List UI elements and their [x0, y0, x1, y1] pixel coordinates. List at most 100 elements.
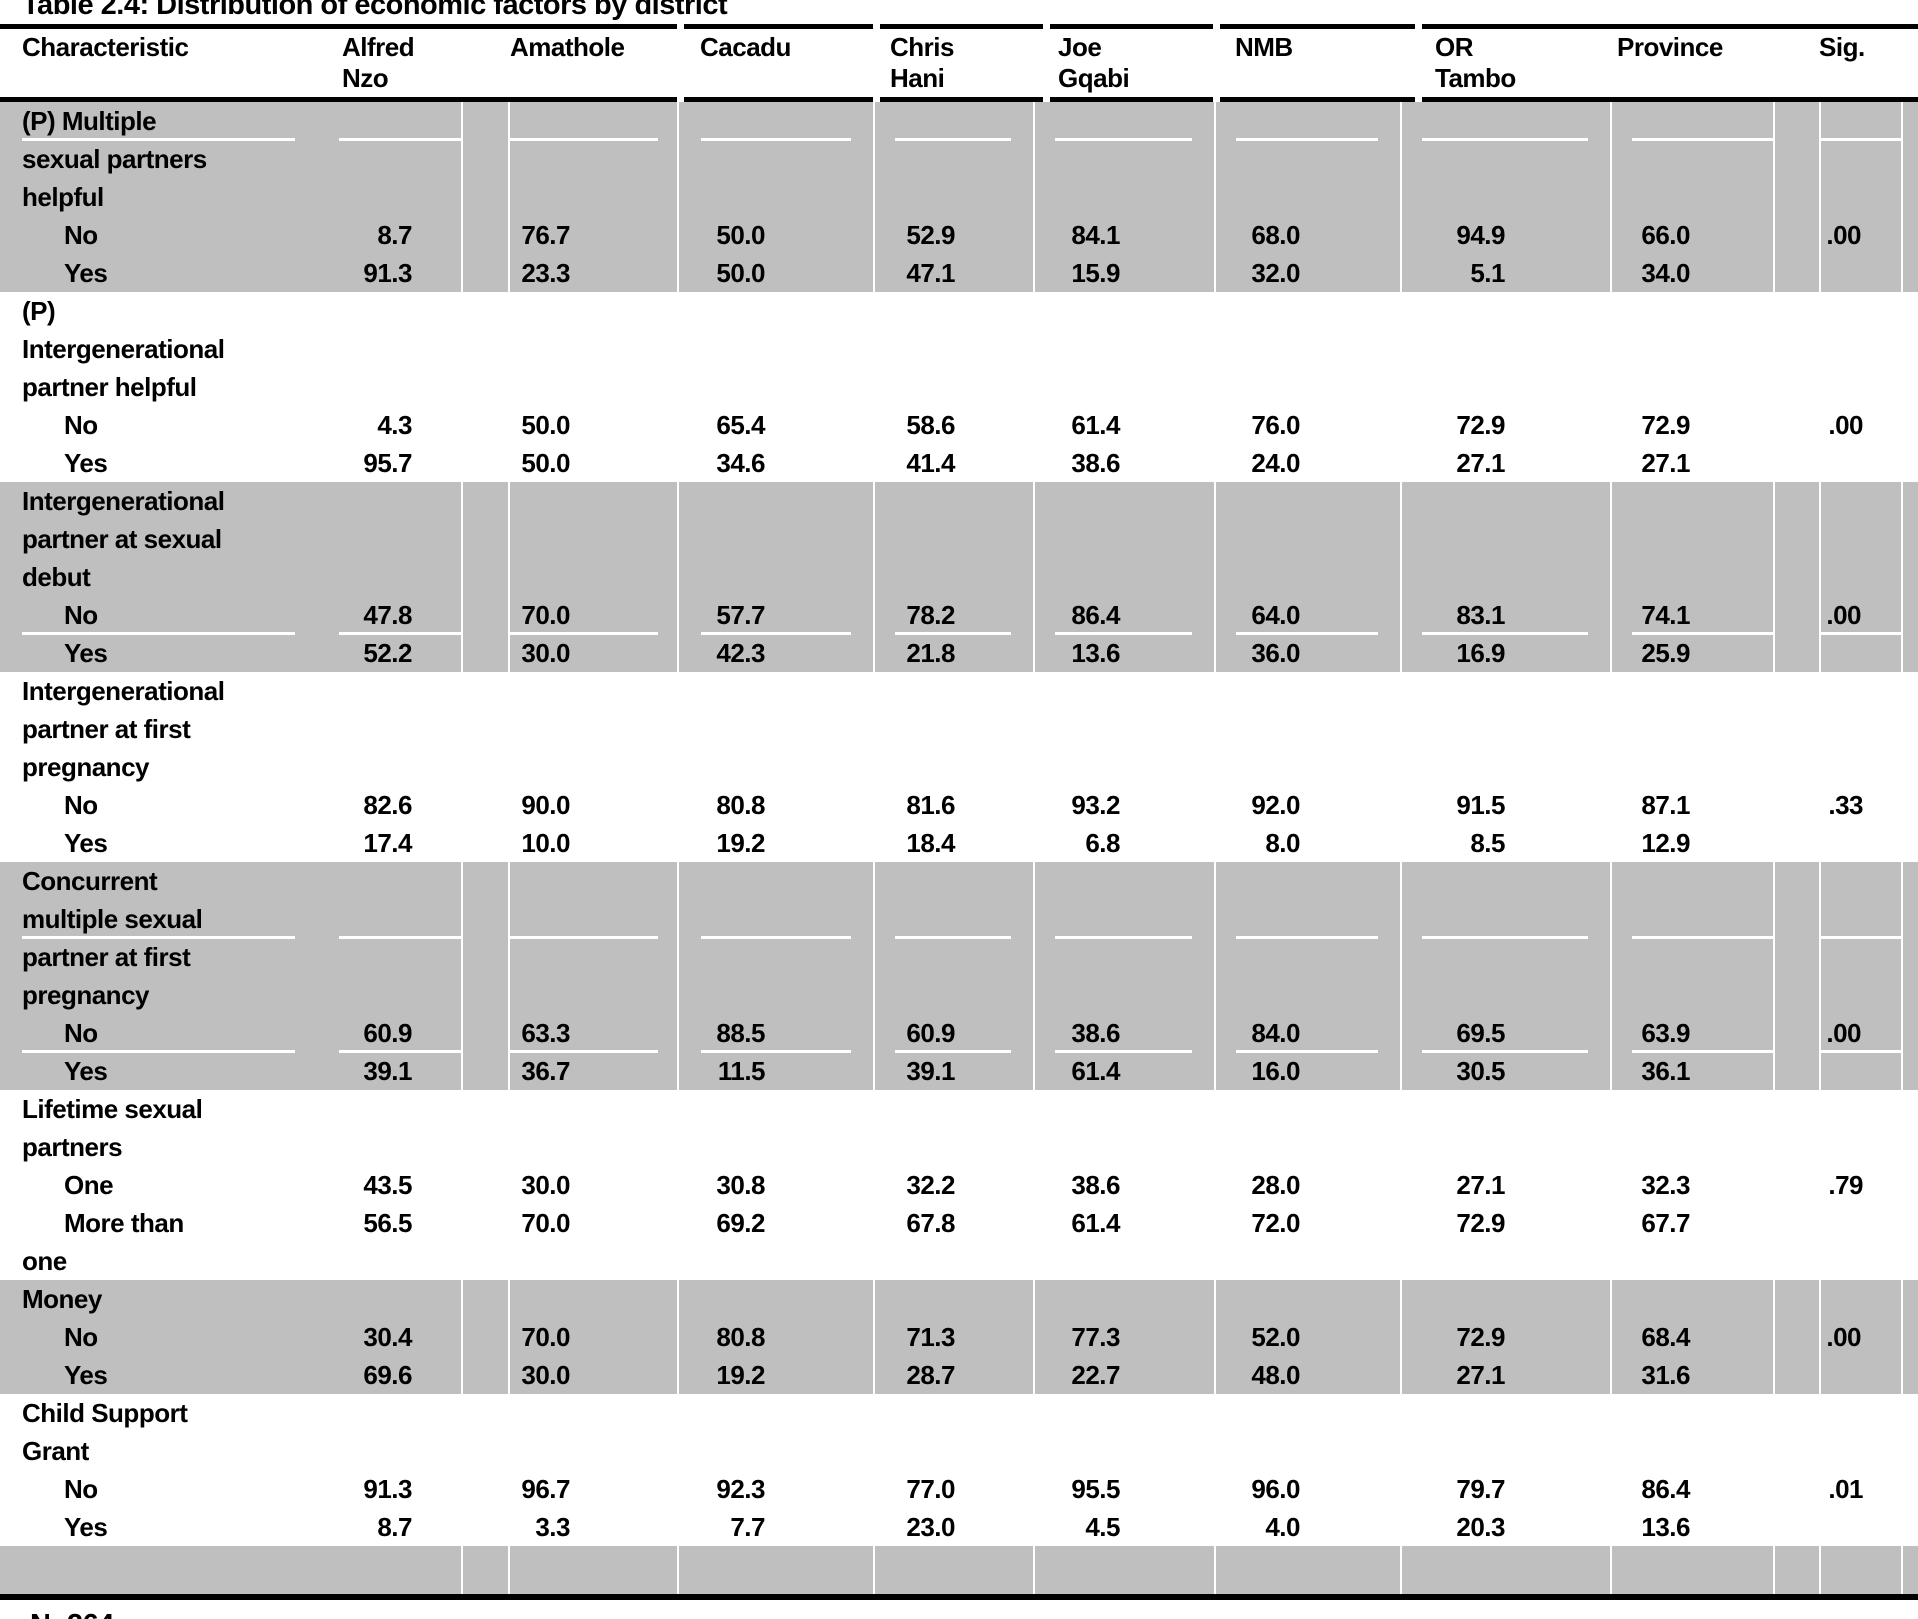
cell: [461, 1280, 508, 1318]
section-label-line: Grant: [22, 1436, 89, 1466]
cell: [1214, 482, 1400, 520]
cell: [1773, 140, 1819, 178]
cell: [1773, 1356, 1819, 1394]
cell: [1033, 1242, 1214, 1280]
cell: [873, 938, 1033, 976]
cell: [335, 102, 461, 140]
cell: [1773, 634, 1819, 672]
cell: [508, 1546, 677, 1594]
cell: [1773, 1090, 1819, 1128]
empty-band: [0, 1546, 1918, 1594]
cell: [1903, 824, 1918, 862]
data-cell: 11.5: [677, 1052, 873, 1090]
cell: [1773, 1432, 1819, 1470]
data-cell: 72.9: [1400, 1318, 1610, 1356]
cell: [1214, 1394, 1400, 1432]
cell: [1819, 1394, 1903, 1432]
data-cell: 28.0: [1251, 1170, 1300, 1200]
data-cell: 23.0: [906, 1512, 955, 1542]
data-cell: 70.0: [508, 596, 677, 634]
data-cell: 8.5: [1470, 828, 1505, 858]
sig-value: .33: [1828, 790, 1863, 820]
cell: [1033, 482, 1214, 520]
data-cell: 30.0: [521, 1170, 570, 1200]
data-cell: 80.8: [716, 790, 765, 820]
data-cell: 27.1: [1400, 1356, 1610, 1394]
cell: [677, 1546, 873, 1594]
data-cell: 43.5: [363, 1170, 412, 1200]
cell: [461, 786, 508, 824]
data-cell: 30.8: [716, 1170, 765, 1200]
cell: [677, 482, 873, 520]
column-header-nmb: NMB: [1235, 32, 1293, 62]
cell: [461, 558, 508, 596]
cell: [1773, 102, 1819, 140]
cell: [1773, 292, 1819, 330]
cell: [508, 1394, 677, 1432]
cell: [1610, 482, 1773, 520]
cell: [1610, 1394, 1773, 1432]
cell: [1400, 330, 1610, 368]
cell: [1214, 748, 1400, 786]
cell: [508, 672, 677, 710]
cell-rule: [701, 632, 851, 635]
data-cell: 84.1: [1033, 216, 1214, 254]
cell: [1214, 976, 1400, 1014]
data-cell: 39.1: [363, 1056, 412, 1086]
cell: [1903, 1356, 1918, 1394]
cell: [677, 938, 873, 976]
cell: [1773, 444, 1819, 482]
cell: [1400, 520, 1610, 558]
cell: [1773, 596, 1819, 634]
data-cell: 69.5: [1400, 1014, 1610, 1052]
data-cell: 72.9: [1641, 410, 1690, 440]
section-label-line: debut: [22, 562, 91, 592]
cell: [1903, 1166, 1918, 1204]
cell: [1400, 558, 1610, 596]
cell: [1773, 900, 1819, 938]
border-gap: [1415, 24, 1422, 29]
border-gap: [873, 97, 880, 102]
data-cell: 86.4: [1033, 596, 1214, 634]
cell: [873, 1242, 1033, 1280]
cell: [873, 368, 1033, 406]
data-cell: 4.0: [1265, 1512, 1300, 1542]
data-cell: 32.3: [1641, 1170, 1690, 1200]
section-label-line: multiple sexual: [22, 904, 203, 934]
cell: [1400, 862, 1610, 900]
data-cell: 36.0: [1214, 634, 1400, 672]
data-cell: 6.8: [1085, 828, 1120, 858]
cell: [1214, 1432, 1400, 1470]
sig-value: .00: [1819, 596, 1903, 634]
cell: [1819, 976, 1903, 1014]
section-label-line: Intergenerational: [22, 486, 225, 516]
cell: [677, 178, 873, 216]
cell: [508, 102, 677, 140]
cell: [1773, 1014, 1819, 1052]
data-cell: 76.0: [1251, 410, 1300, 440]
cell: [1400, 482, 1610, 520]
cell: [335, 1432, 461, 1470]
cell: [1903, 786, 1918, 824]
cell-rule: [1632, 1050, 1773, 1053]
data-cell: 18.4: [906, 828, 955, 858]
data-cell: 67.7: [1641, 1208, 1690, 1238]
data-cell: 77.0: [906, 1474, 955, 1504]
section-label-line: Concurrent: [22, 866, 158, 896]
cell: [1400, 292, 1610, 330]
data-cell: 82.6: [363, 790, 412, 820]
cell: [677, 102, 873, 140]
row-label: No: [64, 220, 98, 250]
cell: [1033, 330, 1214, 368]
data-cell: 8.7: [377, 220, 412, 250]
table-section: Concurrent multiple sexual partner at firs…: [0, 862, 1918, 1090]
table-title-text: Table 2.4: Distribution of economic fact…: [22, 0, 728, 21]
cell: [1819, 178, 1903, 216]
cell: [1610, 330, 1773, 368]
data-cell: 92.0: [1251, 790, 1300, 820]
cell: [1610, 1090, 1773, 1128]
table-section: Money No 30.4 70.0 80.8 71.3 77.3 52.0 72.9 68.4.…: [0, 1280, 1918, 1394]
data-cell: 4.3: [377, 410, 412, 440]
cell: [335, 330, 461, 368]
cell: [873, 178, 1033, 216]
